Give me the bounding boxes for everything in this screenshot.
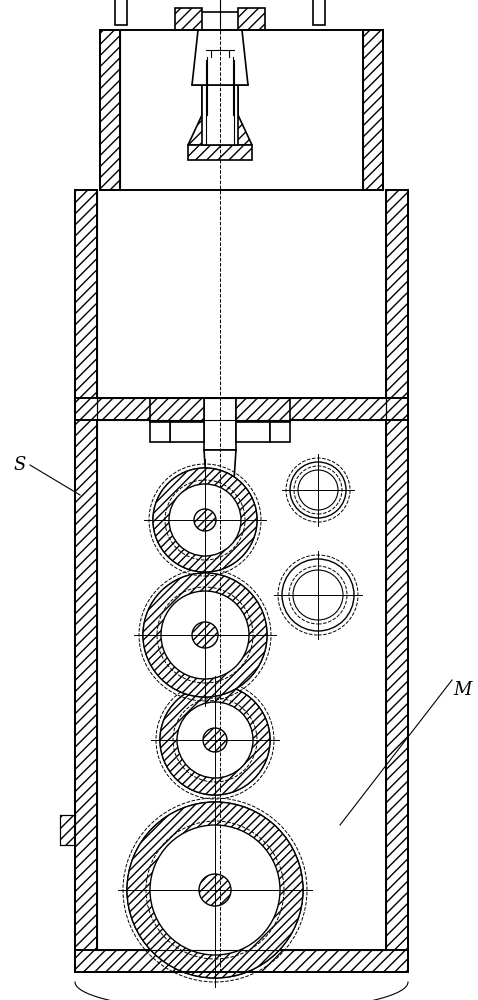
Circle shape bbox=[127, 802, 303, 978]
Polygon shape bbox=[175, 8, 202, 30]
Bar bbox=[60, 815, 75, 845]
Text: M: M bbox=[453, 681, 471, 699]
Polygon shape bbox=[204, 398, 236, 450]
Circle shape bbox=[290, 462, 346, 518]
Polygon shape bbox=[313, 0, 325, 25]
Bar bbox=[100, 30, 120, 190]
Polygon shape bbox=[192, 60, 248, 85]
Polygon shape bbox=[238, 8, 265, 30]
Circle shape bbox=[160, 685, 270, 795]
Polygon shape bbox=[206, 25, 234, 57]
Polygon shape bbox=[202, 57, 238, 115]
Bar bbox=[75, 398, 408, 420]
Polygon shape bbox=[150, 398, 204, 422]
Polygon shape bbox=[150, 422, 170, 442]
Polygon shape bbox=[170, 422, 204, 442]
Bar bbox=[363, 30, 383, 190]
Circle shape bbox=[293, 570, 343, 620]
Bar bbox=[75, 190, 97, 972]
Bar bbox=[75, 950, 408, 972]
Polygon shape bbox=[236, 398, 290, 422]
Circle shape bbox=[150, 825, 280, 955]
Circle shape bbox=[199, 874, 231, 906]
Circle shape bbox=[278, 555, 358, 635]
Circle shape bbox=[161, 591, 249, 679]
Circle shape bbox=[153, 468, 257, 572]
Polygon shape bbox=[270, 422, 290, 442]
Circle shape bbox=[194, 509, 216, 531]
Circle shape bbox=[169, 484, 241, 556]
Circle shape bbox=[177, 702, 253, 778]
Circle shape bbox=[282, 559, 354, 631]
Circle shape bbox=[298, 470, 338, 510]
Polygon shape bbox=[236, 422, 270, 442]
Circle shape bbox=[192, 622, 218, 648]
Polygon shape bbox=[188, 115, 252, 145]
Circle shape bbox=[153, 468, 257, 572]
Circle shape bbox=[203, 728, 227, 752]
Polygon shape bbox=[115, 0, 127, 25]
Circle shape bbox=[143, 573, 267, 697]
Polygon shape bbox=[202, 60, 238, 145]
Circle shape bbox=[143, 573, 267, 697]
Polygon shape bbox=[192, 12, 248, 85]
Circle shape bbox=[286, 458, 350, 522]
Polygon shape bbox=[204, 450, 236, 480]
Text: S: S bbox=[14, 456, 26, 474]
Polygon shape bbox=[206, 480, 234, 520]
Polygon shape bbox=[188, 145, 252, 160]
Circle shape bbox=[127, 802, 303, 978]
Circle shape bbox=[160, 685, 270, 795]
Bar bbox=[386, 190, 408, 972]
